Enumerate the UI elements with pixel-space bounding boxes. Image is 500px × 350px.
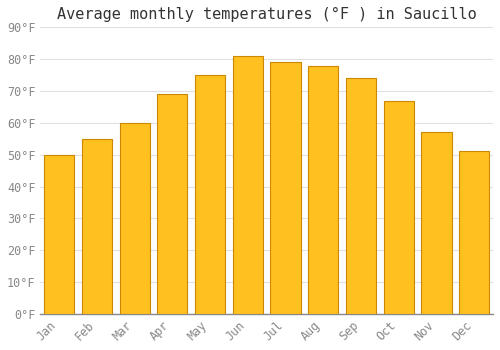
- Title: Average monthly temperatures (°F ) in Saucillo: Average monthly temperatures (°F ) in Sa…: [57, 7, 476, 22]
- Bar: [384, 100, 414, 314]
- Bar: [422, 132, 452, 314]
- Bar: [120, 123, 150, 314]
- Bar: [158, 94, 188, 314]
- Bar: [346, 78, 376, 314]
- Bar: [270, 62, 300, 314]
- Bar: [82, 139, 112, 314]
- Bar: [195, 75, 225, 314]
- Bar: [44, 155, 74, 314]
- Bar: [308, 65, 338, 314]
- Bar: [232, 56, 263, 314]
- Bar: [459, 152, 490, 314]
